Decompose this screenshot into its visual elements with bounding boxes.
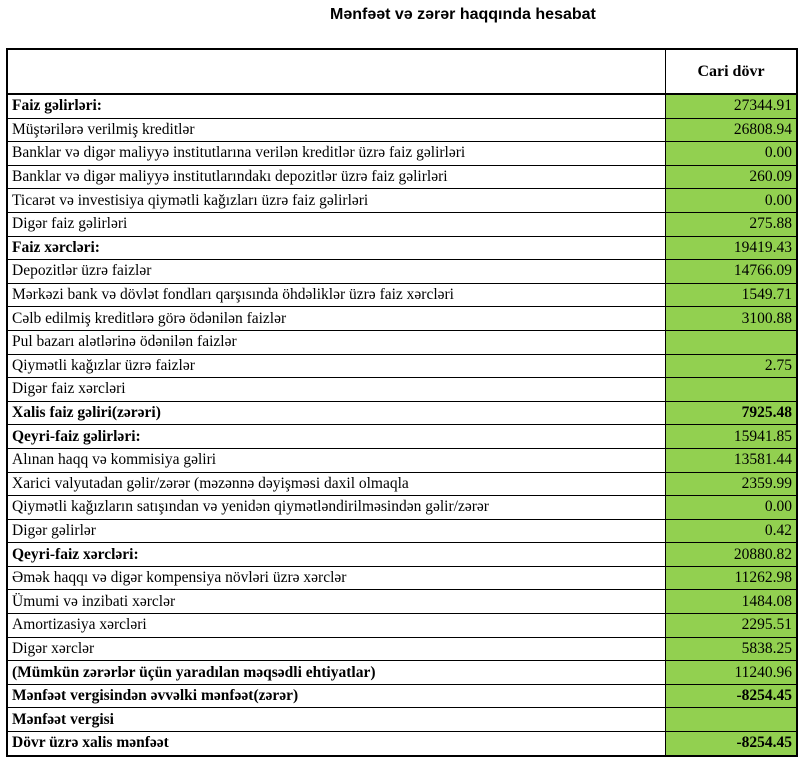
table-row: Digər faiz xərcləri [6,377,798,402]
table-row: Ticarət və investisiya qiymətli kağızlar… [6,188,798,213]
row-label: Faiz xərcləri: [6,235,666,261]
profit-loss-table: Cari dövr Faiz gəlirləri: 27344.91 Müştəri… [6,48,798,757]
table-row: Digər faiz gəlirləri 275.88 [6,211,798,237]
page-title: Mənfəət və zərər haqqında hesabat [330,6,596,23]
header-label-cell [6,48,666,95]
row-value: 11262.98 [665,565,798,591]
row-value: -8254.45 [665,731,798,757]
row-value: 260.09 [665,164,798,190]
row-label: (Mümkün zərərlər üçün yaradılan məqsədli… [6,660,666,685]
table-row: Müştərilərə verilmiş kreditlər 26808.94 [6,117,798,143]
table-row: Faiz gəlirləri: 27344.91 [6,93,798,119]
row-label: Digər xərclər [6,636,666,662]
row-label: Amortizasiya xərcləri [6,613,666,638]
row-label: Müştərilərə verilmiş kreditlər [6,117,666,143]
table-row: Mənfəət vergisi [6,707,798,733]
row-label: Xarici valyutadan gəlir/zərər (məzənnə d… [6,471,666,497]
row-value: 2.75 [665,353,798,379]
row-value: 1549.71 [665,282,798,308]
row-value [665,377,798,402]
row-value [665,707,798,733]
row-label: Qeyri-faiz xərcləri: [6,542,666,567]
row-label: Xalis faiz gəliri(zərəri) [6,400,666,426]
table-row: Xarici valyutadan gəlir/zərər (məzənnə d… [6,471,798,497]
table-row: Alınan haqq və kommisiya gəliri 13581.44 [6,447,798,473]
table-row: Qeyri-faiz gəlirləri: 15941.85 [6,424,798,449]
row-label: Digər gəlirlər [6,518,666,544]
row-value: 11240.96 [665,660,798,685]
header-row: Cari dövr [6,48,798,95]
row-value: 0.00 [665,495,798,520]
table-row: Dövr üzrə xalis mənfəət -8254.45 [6,731,798,757]
row-label: Digər faiz gəlirləri [6,211,666,237]
row-value: 7925.48 [665,400,798,426]
table-row: Banklar və digər maliyyə institutlarına … [6,141,798,166]
row-value: 5838.25 [665,636,798,662]
table-row: Depozitlər üzrə faizlər 14766.09 [6,259,798,284]
row-label: Qeyri-faiz gəlirləri: [6,424,666,449]
row-label: Qiymətli kağızlar üzrə faizlər [6,353,666,379]
table-row: Faiz xərcləri: 19419.43 [6,235,798,261]
table-row: Mənfəət vergisindən əvvəlki mənfəət(zərə… [6,683,798,709]
row-value: 275.88 [665,211,798,237]
row-value: 3100.88 [665,306,798,331]
row-value: 0.00 [665,188,798,213]
row-label: Depozitlər üzrə faizlər [6,259,666,284]
row-label: Mərkəzi bank və dövlət fondları qarşısın… [6,282,666,308]
header-cari-dovr-cell: Cari dövr [665,48,798,95]
row-label: Faiz gəlirləri: [6,93,666,119]
row-label: Alınan haqq və kommisiya gəliri [6,447,666,473]
row-value: 0.42 [665,518,798,544]
row-value: 19419.43 [665,235,798,261]
table-row: Cəlb edilmiş kreditlərə görə ödənilən fa… [6,306,798,331]
row-value: 15941.85 [665,424,798,449]
row-label: Qiymətli kağızların satışından və yenidə… [6,495,666,520]
table-row: Digər gəlirlər 0.42 [6,518,798,544]
row-label: Pul bazarı alətlərinə ödənilən faizlər [6,329,666,355]
row-label: Ticarət və investisiya qiymətli kağızlar… [6,188,666,213]
row-label: Əmək haqqı və digər kompensiya növləri ü… [6,565,666,591]
row-value: 26808.94 [665,117,798,143]
table-row: Ümumi və inzibati xərclər 1484.08 [6,589,798,615]
table-row: Əmək haqqı və digər kompensiya növləri ü… [6,565,798,591]
row-label: Banklar və digər maliyyə institutlarına … [6,141,666,166]
table-row: (Mümkün zərərlər üçün yaradılan məqsədli… [6,660,798,685]
row-value: 27344.91 [665,93,798,119]
row-label: Banklar və digər maliyyə institutlarında… [6,164,666,190]
row-label: Dövr üzrə xalis mənfəət [6,731,666,757]
row-label: Cəlb edilmiş kreditlərə görə ödənilən fa… [6,306,666,331]
table-row: Xalis faiz gəliri(zərəri) 7925.48 [6,400,798,426]
table-row: Mərkəzi bank və dövlət fondları qarşısın… [6,282,798,308]
table-row: Qiymətli kağızlar üzrə faizlər 2.75 [6,353,798,379]
row-label: Mənfəət vergisindən əvvəlki mənfəət(zərə… [6,683,666,709]
row-value: -8254.45 [665,683,798,709]
table-row: Pul bazarı alətlərinə ödənilən faizlər [6,329,798,355]
row-value: 14766.09 [665,259,798,284]
table-row: Banklar və digər maliyyə institutlarında… [6,164,798,190]
table-row: Qiymətli kağızların satışından və yenidə… [6,495,798,520]
row-value: 1484.08 [665,589,798,615]
row-value [665,329,798,355]
table-row: Digər xərclər 5838.25 [6,636,798,662]
row-label: Ümumi və inzibati xərclər [6,589,666,615]
row-value: 20880.82 [665,542,798,567]
row-value: 2295.51 [665,613,798,638]
table-body: Faiz gəlirləri: 27344.91 Müştərilərə veril… [6,93,798,757]
row-value: 2359.99 [665,471,798,497]
row-label: Digər faiz xərcləri [6,377,666,402]
table-row: Qeyri-faiz xərcləri: 20880.82 [6,542,798,567]
row-label: Mənfəət vergisi [6,707,666,733]
row-value: 0.00 [665,141,798,166]
table-row: Amortizasiya xərcləri 2295.51 [6,613,798,638]
row-value: 13581.44 [665,447,798,473]
